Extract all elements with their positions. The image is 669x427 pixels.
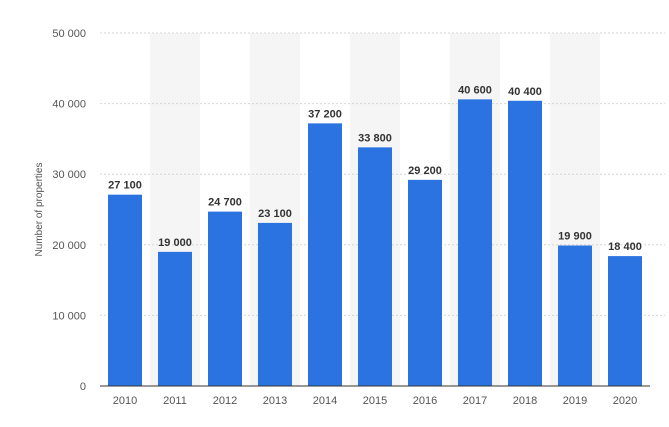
bar-2015[interactable] [358, 147, 392, 386]
bar-2018[interactable] [508, 100, 542, 386]
data-label-2019: 19 900 [558, 231, 592, 243]
bar-2020[interactable] [608, 256, 642, 386]
bar-2011[interactable] [158, 251, 192, 386]
y-tick-label: 30 000 [52, 169, 86, 181]
x-tick-label: 2016 [413, 395, 437, 407]
x-tick-label: 2019 [563, 395, 587, 407]
data-label-2010: 27 100 [108, 180, 142, 192]
x-tick-labels: 2010 2011 2012 2013 2014 2015 2016 2017 2018 2019… [113, 395, 637, 407]
x-tick-label: 2017 [463, 395, 487, 407]
data-label-2014: 37 200 [308, 108, 342, 120]
x-tick-label: 2010 [113, 395, 137, 407]
x-tick-label: 2011 [163, 395, 187, 407]
data-label-2013: 23 100 [258, 208, 292, 220]
y-tick-labels: 0 10 000 20 000 30 000 40 000 50 000 [52, 28, 86, 393]
data-label-2016: 29 200 [408, 165, 442, 177]
bar-2010[interactable] [108, 194, 142, 386]
y-tick-label: 40 000 [52, 99, 86, 111]
bars [108, 99, 642, 387]
bar-2014[interactable] [308, 123, 342, 387]
y-tick-label: 0 [80, 381, 86, 393]
x-tick-label: 2014 [313, 395, 337, 407]
bar-2019[interactable] [558, 245, 592, 386]
y-tick-label: 10 000 [52, 310, 86, 322]
data-labels: 27 100 19 000 24 700 23 100 37 200 33 800 29 2… [108, 84, 642, 253]
y-axis-label: Number of properties [34, 163, 45, 257]
x-tick-label: 2015 [363, 395, 387, 407]
data-label-2018: 40 400 [508, 86, 542, 98]
x-tick-label: 2020 [613, 395, 637, 407]
x-tick-label: 2012 [213, 395, 237, 407]
y-tick-label: 50 000 [52, 28, 86, 40]
bar-2016[interactable] [408, 179, 442, 386]
bar-2017[interactable] [458, 99, 492, 386]
bar-2012[interactable] [208, 211, 242, 386]
x-tick-label: 2018 [513, 395, 537, 407]
data-label-2012: 24 700 [208, 197, 242, 209]
x-tick-label: 2013 [263, 395, 287, 407]
data-label-2011: 19 000 [158, 237, 192, 249]
data-label-2015: 33 800 [358, 132, 392, 144]
data-label-2017: 40 600 [458, 84, 492, 96]
y-tick-label: 20 000 [52, 240, 86, 252]
data-label-2020: 18 400 [608, 241, 642, 253]
bar-2013[interactable] [258, 222, 292, 386]
